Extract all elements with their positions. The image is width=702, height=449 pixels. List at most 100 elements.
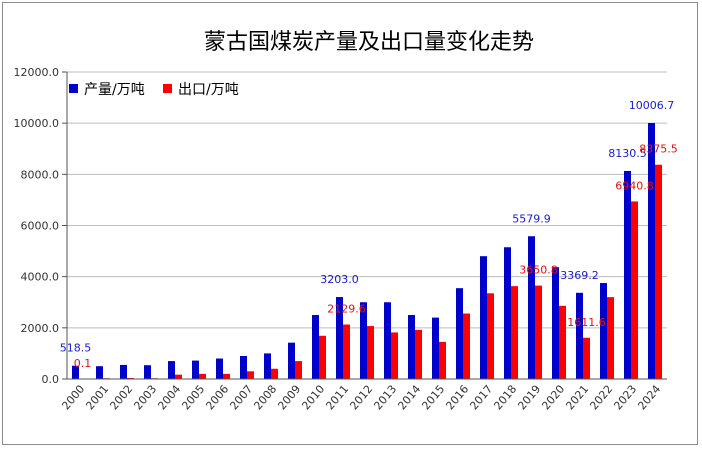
bar-production xyxy=(624,170,631,379)
bar-export xyxy=(391,332,398,379)
legend-swatch-export xyxy=(163,84,172,93)
data-label-export: 2129.6 xyxy=(327,303,366,316)
bar-production xyxy=(288,342,295,379)
x-tick-label: 2002 xyxy=(107,383,135,413)
bar-production xyxy=(336,297,343,379)
data-label-export: 6940.8 xyxy=(615,179,654,192)
x-tick-label: 2021 xyxy=(563,383,591,413)
bar-export xyxy=(343,324,350,379)
bar-production xyxy=(144,365,151,379)
y-tick-label: 12000.0 xyxy=(14,66,60,79)
legend-label-production: 产量/万吨 xyxy=(84,82,145,98)
data-label-export: 8375.5 xyxy=(639,143,678,156)
y-tick-label: 0.0 xyxy=(42,373,60,386)
bar-export xyxy=(199,373,206,379)
bar-export xyxy=(463,313,470,379)
bar-production xyxy=(312,315,319,379)
bar-production xyxy=(576,292,583,379)
data-label-production: 10006.7 xyxy=(629,99,675,112)
y-tick-label: 2000.0 xyxy=(21,322,60,335)
bar-export xyxy=(295,361,302,379)
bar-export xyxy=(583,337,590,379)
bar-production xyxy=(552,267,559,379)
bar-production xyxy=(264,353,271,379)
bar-export xyxy=(631,201,638,379)
bar-export xyxy=(487,293,494,379)
x-tick-label: 2022 xyxy=(587,383,615,413)
x-axis: 2000200120022003200420052006200720082009… xyxy=(59,378,667,413)
x-tick-label: 2004 xyxy=(155,383,183,413)
bar-export xyxy=(223,373,230,379)
x-tick-label: 2011 xyxy=(323,383,351,413)
x-tick-label: 2017 xyxy=(467,383,495,413)
bar-production xyxy=(216,358,223,379)
data-label-export: 0.1 xyxy=(74,357,92,370)
bar-production xyxy=(384,302,391,379)
x-tick-label: 2001 xyxy=(83,383,111,413)
x-tick-label: 2009 xyxy=(275,383,303,413)
x-tick-label: 2005 xyxy=(179,383,207,413)
bar-export xyxy=(175,374,182,379)
data-labels: 518.5 3203.0 5579.9 3369.2 8130.5 10006.7 0.1 2… xyxy=(60,99,678,370)
chart-svg: 蒙古国煤炭产量及出口量变化走势 0.0 2000.0 4000.0 6000.0 800… xyxy=(14,30,678,413)
bar-production xyxy=(72,365,79,379)
bar-export xyxy=(655,164,662,379)
grid-lines xyxy=(67,71,667,380)
data-label-production: 5579.9 xyxy=(512,212,551,225)
data-label-export: 3650.8 xyxy=(519,264,558,277)
x-tick-label: 2018 xyxy=(491,383,519,413)
x-tick-label: 2012 xyxy=(347,383,375,413)
bar-export xyxy=(127,377,134,379)
bar-production xyxy=(528,236,535,379)
bar-export xyxy=(247,371,254,379)
bar-export xyxy=(607,297,614,379)
x-tick-label: 2024 xyxy=(635,383,663,413)
bar-production xyxy=(504,247,511,379)
legend: 产量/万吨 出口/万吨 xyxy=(69,82,239,98)
y-axis: 0.0 2000.0 4000.0 6000.0 8000.0 10000.0 12000.… xyxy=(14,66,68,386)
chart-frame: 蒙古国煤炭产量及出口量变化走势 0.0 2000.0 4000.0 6000.0 800… xyxy=(2,2,698,445)
data-label-production: 3203.0 xyxy=(320,273,359,286)
bar-export xyxy=(511,286,518,379)
bar-production xyxy=(240,355,247,379)
bar-export xyxy=(559,305,566,379)
data-label-production: 518.5 xyxy=(60,342,92,355)
bar-production xyxy=(432,317,439,379)
bar-export xyxy=(367,326,374,379)
x-tick-label: 2013 xyxy=(371,383,399,413)
bar-production xyxy=(120,364,127,379)
y-tick-label: 6000.0 xyxy=(21,220,60,233)
y-tick-label: 10000.0 xyxy=(14,117,60,130)
x-tick-label: 2016 xyxy=(443,383,471,413)
bars xyxy=(72,123,662,379)
bar-export xyxy=(415,329,422,379)
x-tick-label: 2008 xyxy=(251,383,279,413)
x-tick-label: 2023 xyxy=(611,383,639,413)
x-tick-label: 2019 xyxy=(515,383,543,413)
bar-production xyxy=(96,366,103,379)
data-label-production: 8130.5 xyxy=(608,147,647,160)
y-tick-label: 4000.0 xyxy=(21,271,60,284)
x-tick-label: 2010 xyxy=(299,383,327,413)
legend-label-export: 出口/万吨 xyxy=(178,82,239,98)
bar-export xyxy=(319,335,326,379)
data-label-export: 1611.6 xyxy=(567,316,606,329)
bar-export xyxy=(535,285,542,379)
bar-production xyxy=(408,315,415,379)
x-tick-label: 2003 xyxy=(131,383,159,413)
legend-swatch-production xyxy=(69,84,78,93)
chart-title: 蒙古国煤炭产量及出口量变化走势 xyxy=(204,30,534,55)
bar-production xyxy=(360,302,367,379)
x-tick-label: 2014 xyxy=(395,383,423,413)
bar-production xyxy=(600,283,607,379)
bar-export xyxy=(439,341,446,379)
bar-production xyxy=(192,360,199,379)
bar-production xyxy=(168,361,175,379)
x-tick-label: 2000 xyxy=(59,383,87,413)
x-tick-label: 2007 xyxy=(227,383,255,413)
data-label-production: 3369.2 xyxy=(560,269,599,282)
bar-production xyxy=(648,123,655,379)
y-tick-label: 8000.0 xyxy=(21,168,60,181)
bar-export xyxy=(271,368,278,379)
bar-production xyxy=(456,288,463,379)
